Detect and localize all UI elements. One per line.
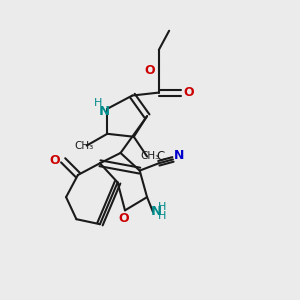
Text: N: N	[99, 105, 110, 118]
Text: CH₃: CH₃	[74, 141, 93, 151]
Text: H: H	[94, 98, 102, 109]
Text: C: C	[156, 150, 164, 163]
Text: H: H	[158, 211, 166, 221]
Text: N: N	[174, 148, 184, 161]
Text: O: O	[118, 212, 129, 225]
Text: O: O	[50, 154, 60, 167]
Text: N: N	[151, 205, 162, 218]
Text: H: H	[158, 202, 166, 212]
Text: O: O	[184, 86, 194, 99]
Text: O: O	[145, 64, 155, 77]
Text: CH₃: CH₃	[140, 152, 160, 161]
